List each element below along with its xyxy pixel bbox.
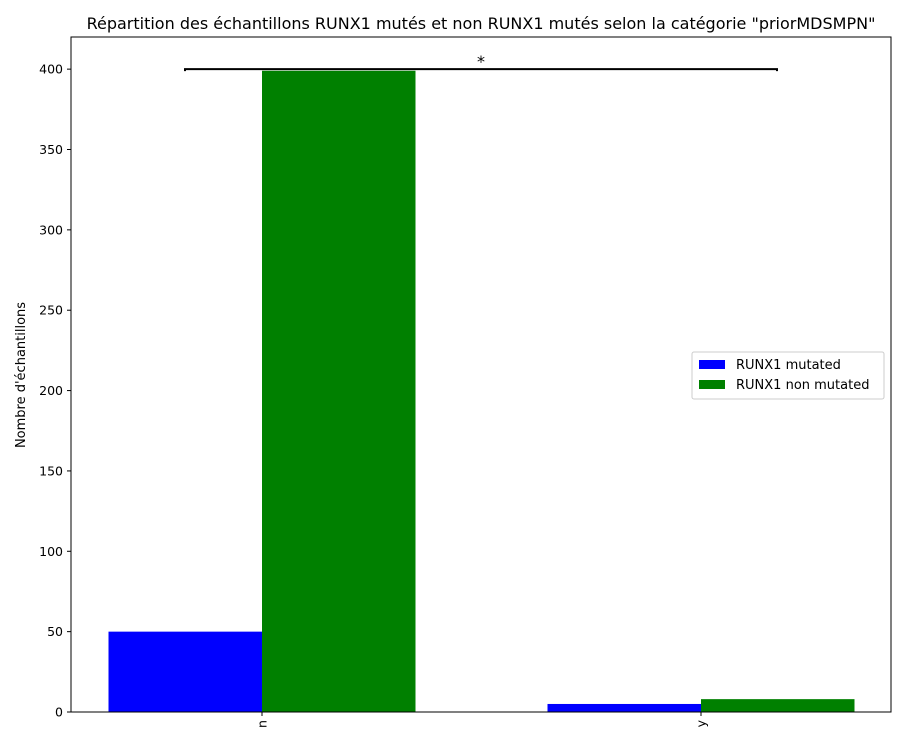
- chart-title: Répartition des échantillons RUNX1 mutés…: [87, 14, 876, 33]
- x-tick-label-n: n: [255, 720, 270, 728]
- x-tick-label-y: y: [694, 719, 709, 727]
- y-tick-label: 150: [39, 463, 63, 478]
- y-tick-label: 250: [39, 303, 63, 318]
- legend-box: [691, 351, 885, 400]
- bar-y-mutated: [547, 703, 701, 712]
- legend-label-1: RUNX1 non mutated: [736, 378, 869, 393]
- y-tick-label: 400: [39, 62, 63, 77]
- significance-marker: *: [477, 52, 485, 71]
- bar-n-non-mutated: [262, 70, 416, 712]
- bar-n-mutated: [108, 631, 262, 712]
- y-axis-label: Nombre d'échantillons: [14, 302, 29, 448]
- plot-frame: [70, 36, 892, 713]
- y-tick-label: 100: [39, 544, 63, 559]
- bar-y-non-mutated: [701, 699, 855, 712]
- plot-area: 0 50 100 150 200 250 300 350 400 n y * RUNX1 mutated…: [39, 52, 885, 728]
- legend-label-0: RUNX1 mutated: [736, 358, 841, 373]
- legend-swatch-1: [699, 380, 725, 389]
- y-tick-label: 200: [39, 383, 63, 398]
- legend-swatch-0: [699, 360, 725, 369]
- y-tick-label: 300: [39, 222, 63, 237]
- y-tick-label: 0: [55, 705, 63, 720]
- y-tick-label: 50: [47, 624, 63, 639]
- y-tick-label: 350: [39, 142, 63, 157]
- significance-bracket: [184, 68, 778, 72]
